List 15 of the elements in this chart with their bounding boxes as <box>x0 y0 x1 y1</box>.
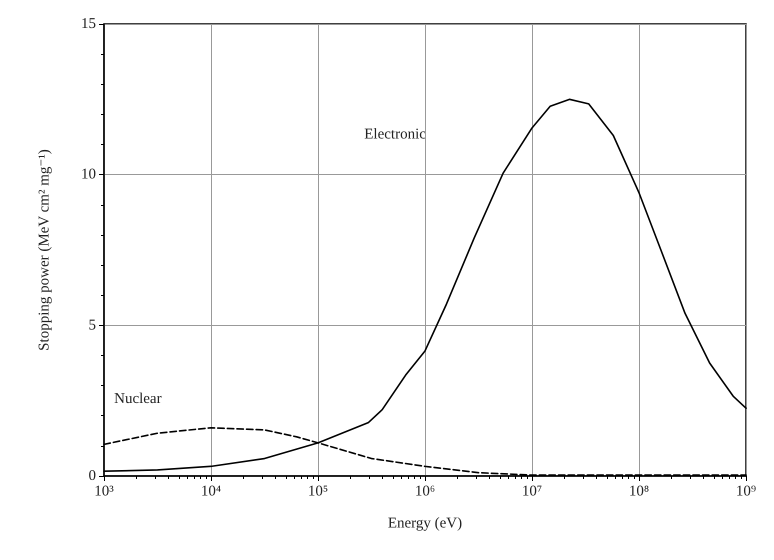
x-tick-label: 10⁹ <box>736 484 756 500</box>
x-tick-label: 10⁷ <box>522 484 542 500</box>
y-axis-title: Stopping power (MeV cm² mg⁻¹) <box>36 149 52 351</box>
x-axis-title: Energy (eV) <box>388 516 462 532</box>
y-tick-label: 10 <box>81 166 96 183</box>
x-tick-label: 10³ <box>94 484 114 500</box>
x-tick-label: 10⁸ <box>628 484 650 500</box>
y-tick-label: 15 <box>81 16 96 32</box>
x-tick-label: 10⁶ <box>414 484 436 500</box>
annotation: Electronic <box>364 126 426 142</box>
y-tick-label: 5 <box>88 317 96 334</box>
x-tick-label: 10⁴ <box>200 484 222 500</box>
x-tick-label: 10⁵ <box>308 484 328 500</box>
y-tick-label: 0 <box>88 468 96 484</box>
annotation: Nuclear <box>114 390 162 407</box>
